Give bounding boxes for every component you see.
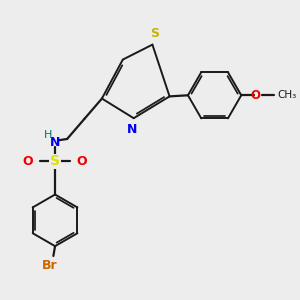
Text: CH₃: CH₃ xyxy=(278,90,297,100)
Text: N: N xyxy=(127,123,137,136)
Text: S: S xyxy=(150,27,159,40)
Text: O: O xyxy=(77,155,87,168)
Text: H: H xyxy=(44,130,52,140)
Text: N: N xyxy=(50,136,60,149)
Text: O: O xyxy=(23,155,34,168)
Text: Br: Br xyxy=(42,259,58,272)
Text: S: S xyxy=(50,154,60,168)
Text: O: O xyxy=(251,89,261,102)
